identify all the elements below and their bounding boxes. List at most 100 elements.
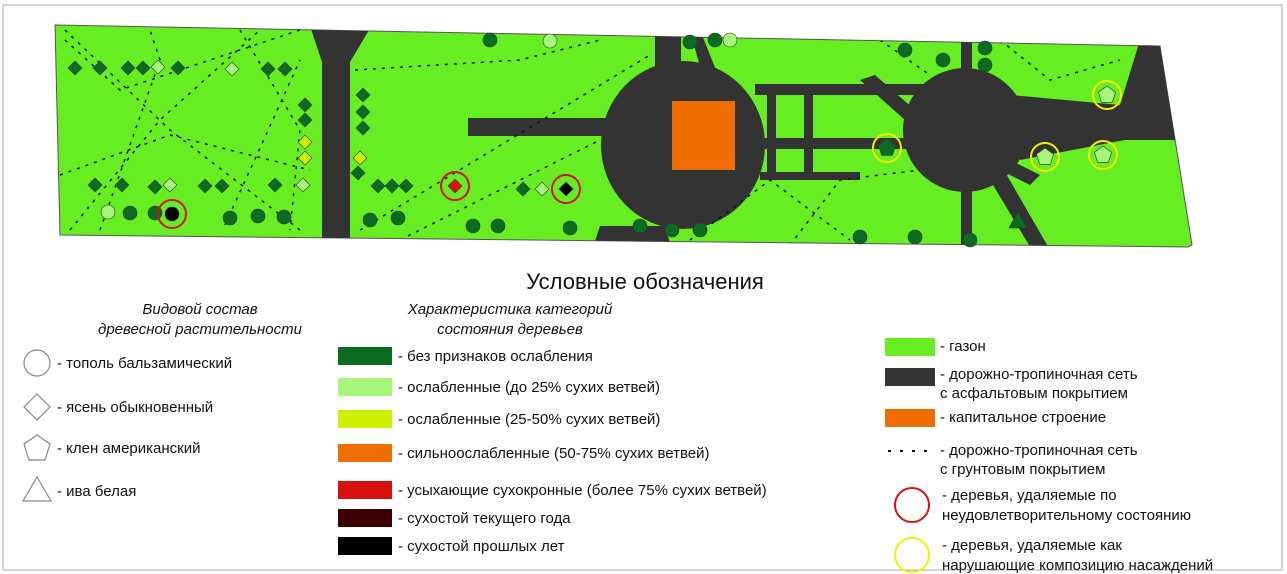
building <box>672 101 735 170</box>
condition-heading: Характеристика категорий <box>407 301 613 318</box>
road <box>760 172 860 180</box>
path <box>399 139 601 241</box>
tree <box>897 42 913 58</box>
land-swatch <box>885 368 935 386</box>
condition-label: - сухостой прошлых лет <box>398 538 565 555</box>
condition-heading: состояния деревьев <box>437 321 583 338</box>
tree <box>1036 147 1054 165</box>
path <box>224 59 301 226</box>
tree <box>297 150 313 166</box>
condition-swatch <box>338 347 392 365</box>
road <box>468 118 608 136</box>
tree <box>120 60 136 76</box>
path <box>879 39 931 76</box>
icon-circle <box>23 349 51 377</box>
tree <box>722 32 738 48</box>
tree <box>92 60 108 76</box>
tree <box>362 212 378 228</box>
path <box>64 29 301 231</box>
tree <box>664 222 680 238</box>
land-label: с грунтовым покрытием <box>940 461 1105 478</box>
road <box>690 30 720 85</box>
species-icons <box>21 349 53 502</box>
tree <box>355 120 371 136</box>
condition-label: - без признаков ослабления <box>398 348 593 365</box>
road <box>592 226 672 247</box>
tree <box>350 165 366 181</box>
tree <box>558 181 574 197</box>
land-legend: - газон - дорожно-тропиночная сеть с асфал… <box>885 338 1213 574</box>
species-heading: древесной растительности <box>98 321 303 338</box>
removal-ring <box>1030 142 1060 172</box>
tree <box>352 150 368 166</box>
condition-label: - сильноослабленные (50-75% сухих ветвей… <box>398 445 709 462</box>
condition-swatch <box>338 444 392 462</box>
tree <box>1094 145 1112 163</box>
icon-triangle <box>21 475 53 502</box>
tree <box>465 218 481 234</box>
removal-ring <box>551 174 581 204</box>
path <box>999 39 1121 81</box>
condition-swatch <box>338 481 392 499</box>
land-swatch <box>885 338 935 356</box>
legend-title: Условные обозначения <box>526 269 764 294</box>
removal-ring <box>1088 140 1118 170</box>
removal-ring <box>872 133 902 163</box>
tree <box>482 32 498 48</box>
path <box>59 134 311 176</box>
road <box>860 75 915 120</box>
tree <box>907 229 923 245</box>
land-swatch <box>894 487 930 523</box>
tree <box>962 232 978 248</box>
tree <box>977 40 993 56</box>
tree <box>515 181 531 197</box>
tree <box>447 178 463 194</box>
tree <box>977 57 993 73</box>
tree <box>542 33 558 49</box>
road <box>755 84 925 95</box>
land-label: с асфальтовым покрытием <box>940 385 1128 402</box>
tree <box>297 134 313 150</box>
species-label: - ясень обыкновенный <box>57 399 213 416</box>
land-label: - капитальное строение <box>940 409 1106 426</box>
tree <box>122 205 138 221</box>
tree <box>170 60 186 76</box>
tree <box>384 178 400 194</box>
road <box>804 84 813 179</box>
tree <box>100 204 116 220</box>
condition-swatch <box>338 509 392 527</box>
condition-label: - усыхающие сухокронные (более 75% сухих… <box>398 482 767 499</box>
tree <box>260 61 276 77</box>
road <box>990 172 1050 247</box>
species-label: - тополь бальзамический <box>57 355 232 372</box>
land-label: - дорожно-тропиночная сеть <box>940 366 1138 383</box>
condition-swatch <box>338 537 392 555</box>
tree <box>490 218 506 234</box>
tree <box>214 178 230 194</box>
tree <box>297 112 313 128</box>
land-label: - дорожно-тропиночная сеть <box>940 442 1138 459</box>
path <box>359 54 651 231</box>
icon-diamond <box>23 393 51 421</box>
condition-label: - ослабленные (до 25% сухих ветвей) <box>398 379 660 396</box>
removal-ring <box>440 171 470 201</box>
land-label: - газон <box>940 338 986 355</box>
tree <box>87 177 103 193</box>
path <box>354 39 601 71</box>
tree <box>135 60 151 76</box>
tree <box>164 206 180 222</box>
land-label: - деревья, удаляемые как <box>942 537 1122 554</box>
tree <box>355 87 371 103</box>
removal-ring <box>157 199 187 229</box>
tree <box>276 209 292 225</box>
road <box>961 180 972 247</box>
path <box>99 29 161 231</box>
plaza <box>903 68 1027 192</box>
tree <box>114 177 130 193</box>
condition-swatch <box>338 378 392 396</box>
path <box>789 169 921 246</box>
tree <box>935 52 951 68</box>
tree <box>390 210 406 226</box>
tree <box>370 178 386 194</box>
tree <box>355 104 371 120</box>
